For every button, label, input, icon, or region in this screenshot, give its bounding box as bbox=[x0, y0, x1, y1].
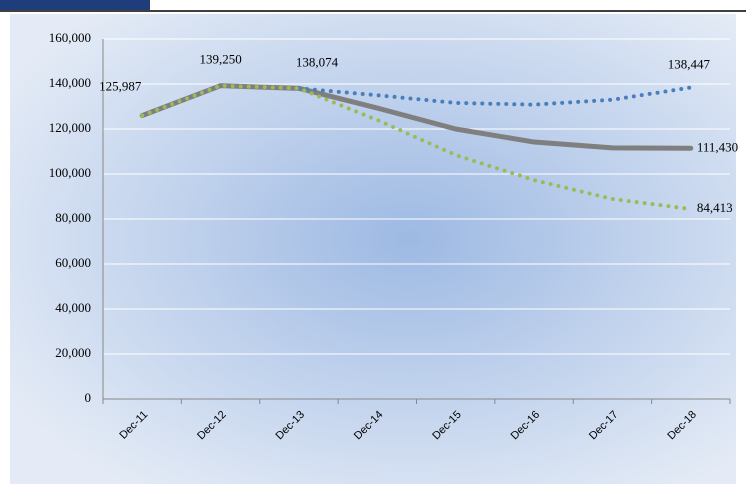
header-strip bbox=[0, 0, 150, 10]
y-tick-label: 120,000 bbox=[49, 120, 91, 135]
data-label: 139,250 bbox=[199, 52, 241, 67]
data-label: 138,447 bbox=[668, 56, 711, 71]
data-label: 138,074 bbox=[296, 54, 339, 69]
series-line bbox=[140, 83, 693, 212]
data-label: 125,987 bbox=[99, 79, 142, 94]
data-label: 111,430 bbox=[697, 139, 738, 154]
series-line bbox=[296, 85, 693, 107]
chart-area bbox=[10, 14, 736, 484]
y-tick-label: 60,000 bbox=[55, 255, 91, 270]
y-tick-label: 20,000 bbox=[55, 345, 91, 360]
y-tick-label: 40,000 bbox=[55, 300, 91, 315]
y-tick-label: 80,000 bbox=[55, 210, 91, 225]
y-tick-label: 100,000 bbox=[49, 165, 91, 180]
y-tick-label: 140,000 bbox=[49, 75, 91, 90]
y-tick-label: 0 bbox=[85, 390, 92, 405]
y-tick-label: 160,000 bbox=[49, 30, 91, 45]
data-label: 84,413 bbox=[697, 200, 733, 215]
